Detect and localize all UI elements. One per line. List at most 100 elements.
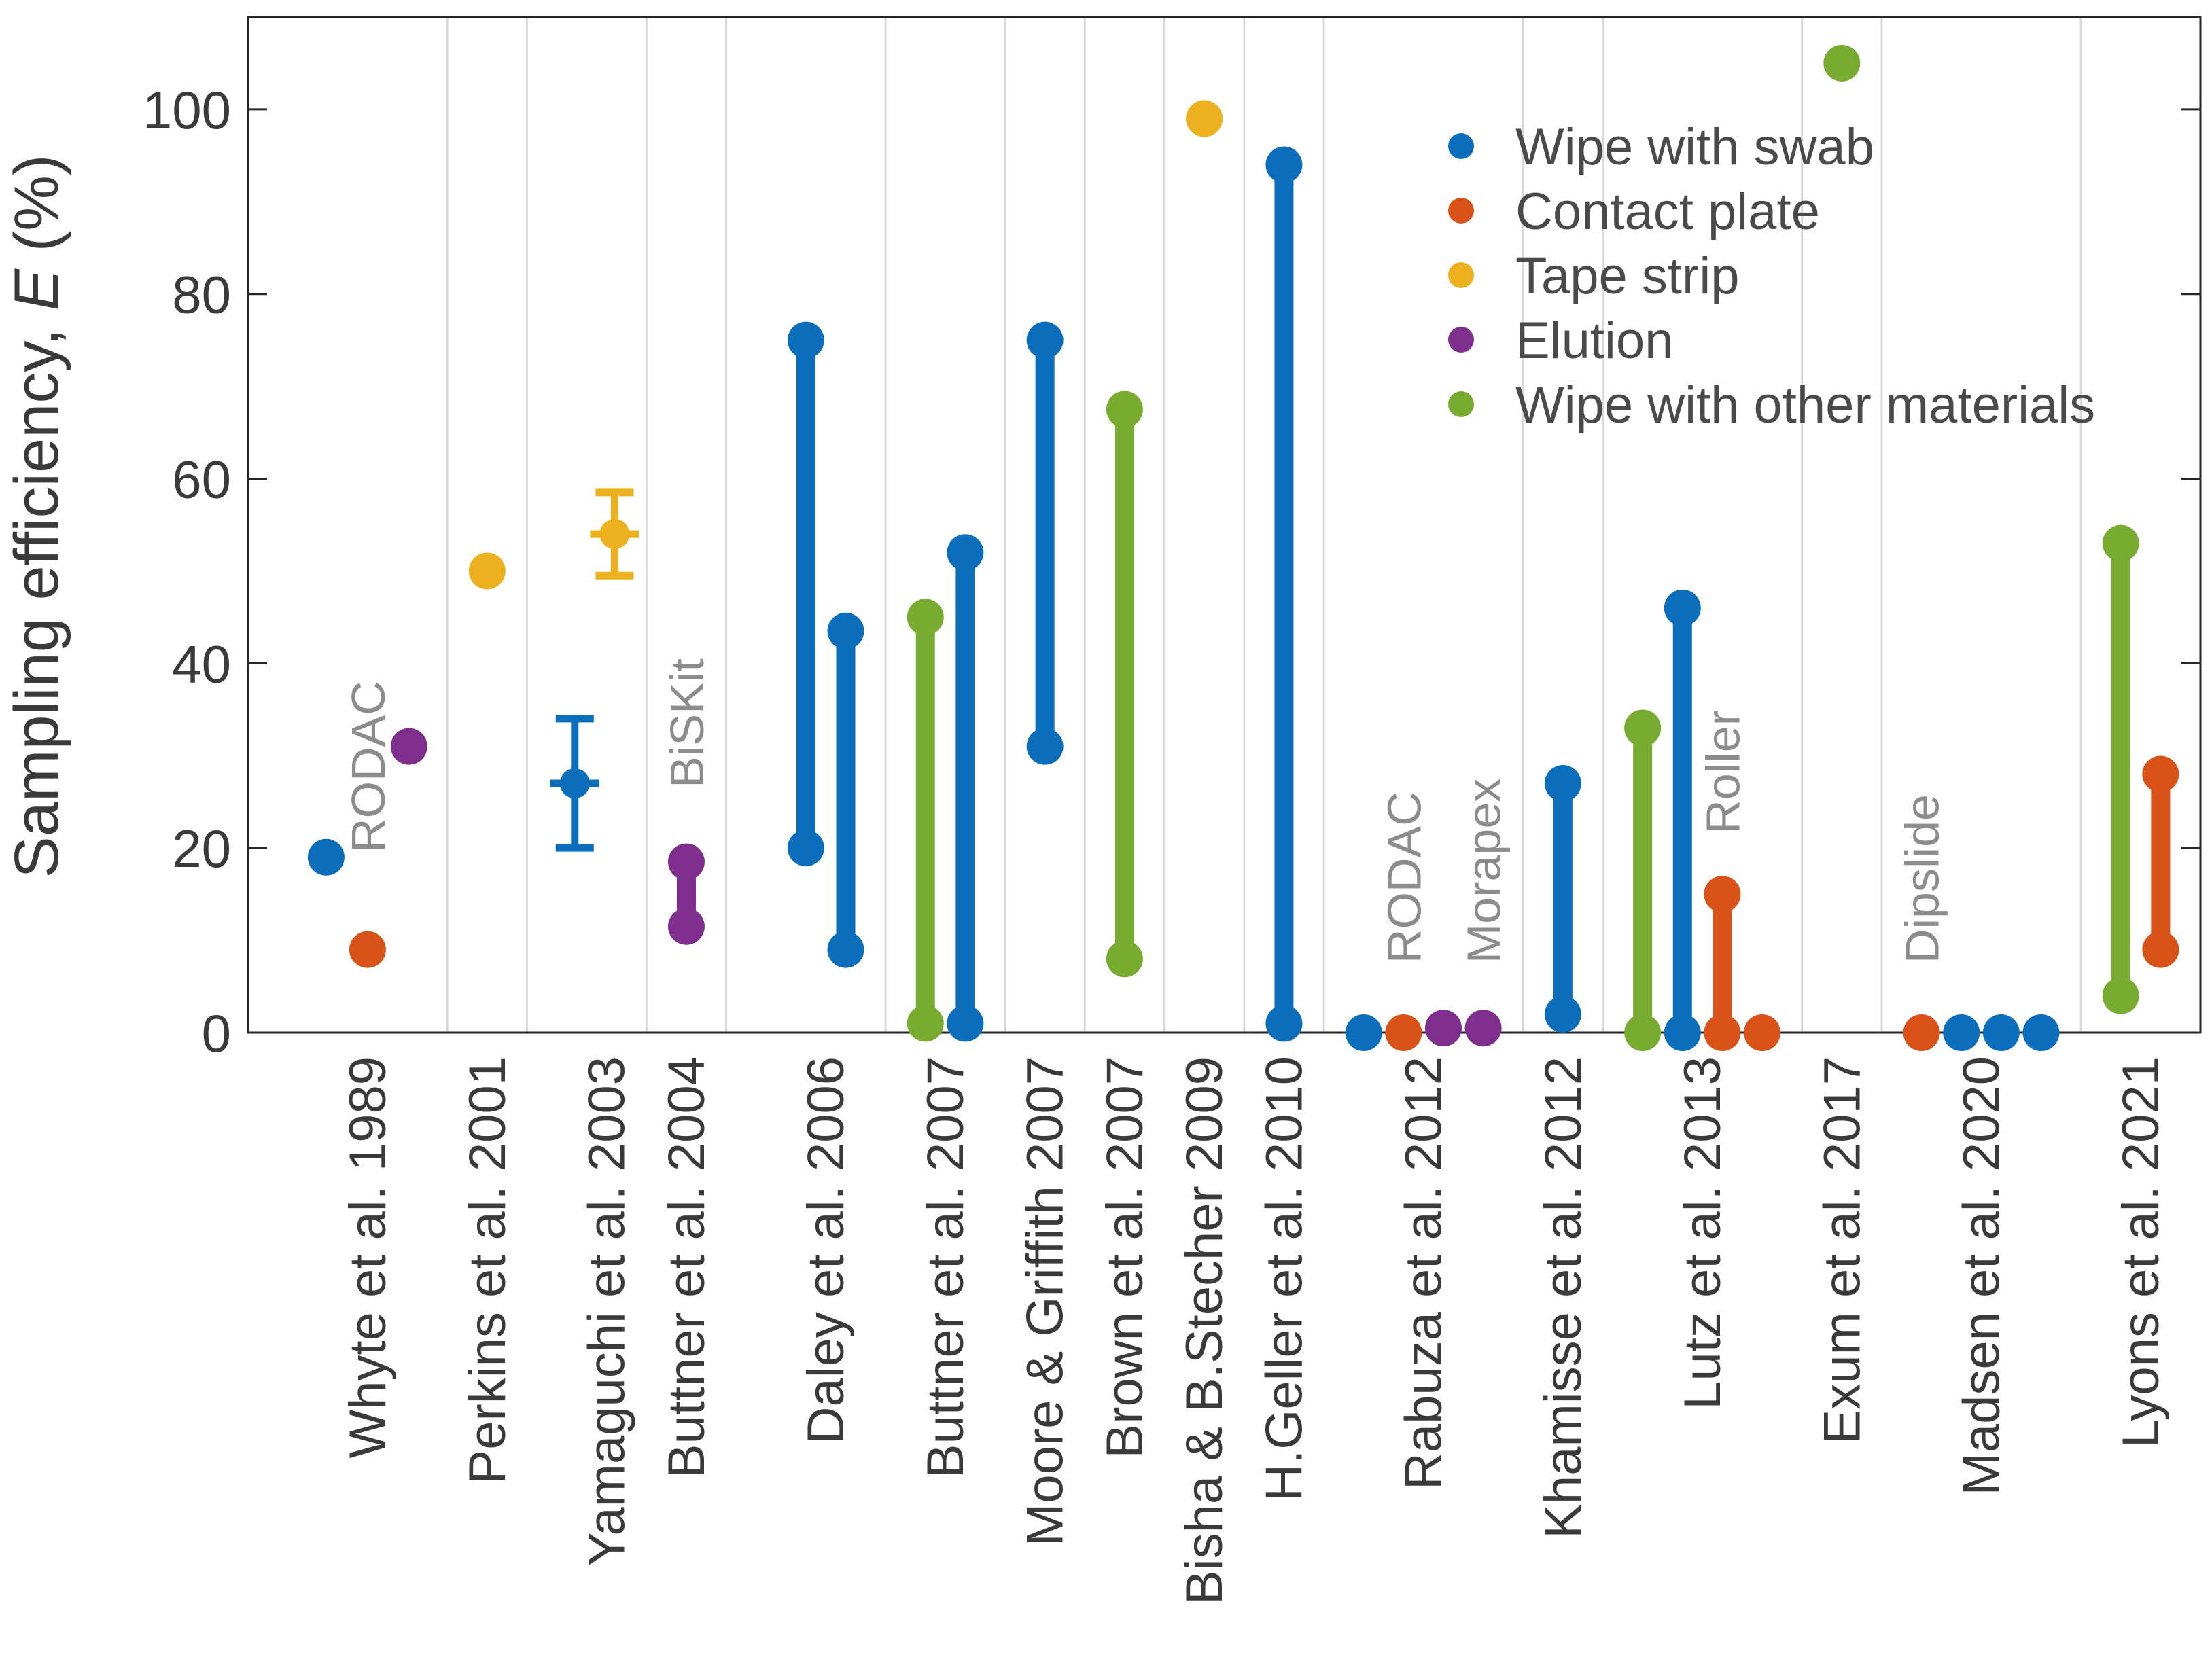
legend-marker	[1448, 262, 1474, 288]
series-contact	[349, 931, 386, 968]
data-point	[667, 843, 705, 880]
data-point	[947, 1005, 984, 1042]
data-point	[1424, 1010, 1462, 1047]
series-other	[1624, 709, 1662, 1051]
series-swab	[1943, 1014, 1980, 1051]
series-tape	[590, 488, 639, 580]
legend: Wipe with swab Contact plate Tape strip Elu…	[1448, 118, 2095, 434]
x-tick-label: Whyte et al. 1989	[339, 1056, 397, 1458]
series-swab	[550, 715, 599, 852]
x-tick-label: Moore & Griffith 2007	[1017, 1056, 1074, 1546]
series-other	[907, 599, 944, 1042]
data-point	[2022, 1014, 2060, 1051]
series-contact	[1903, 1014, 1940, 1051]
y-tick-label: 100	[143, 80, 231, 140]
data-point	[907, 599, 944, 636]
x-tick-label: Lyons et al. 2021	[2112, 1056, 2170, 1448]
x-tick-label: H.Geller et al. 2010	[1255, 1056, 1313, 1501]
series-swab	[307, 838, 345, 876]
series-elution	[390, 728, 427, 765]
y-ticks: 0 20 40 60 80 100	[143, 80, 2200, 1063]
data-point	[2102, 524, 2139, 562]
legend-marker	[1448, 391, 1474, 417]
x-tick-label: Khamisse et al. 2012	[1534, 1056, 1592, 1539]
x-tick-label: Bisha & B.Stecher 2009	[1176, 1056, 1233, 1605]
annotation-label: Morapex	[1458, 779, 1511, 963]
legend-label: Contact plate	[1515, 183, 1820, 240]
legend-marker	[1448, 198, 1474, 224]
y-tick-label: 0	[202, 1003, 231, 1063]
data-point	[1544, 765, 1581, 802]
series-swab	[787, 321, 824, 867]
data-point	[1744, 1014, 1781, 1051]
data-point	[1982, 1014, 2020, 1051]
data-point	[1704, 876, 1741, 913]
series-tape	[1186, 100, 1223, 137]
data-point	[667, 908, 705, 945]
data-point	[1664, 1014, 1701, 1051]
data-point	[1186, 100, 1223, 137]
data-point	[1265, 1005, 1303, 1042]
data-point	[1544, 995, 1581, 1033]
annotation-label: Roller	[1696, 710, 1749, 834]
axes	[247, 16, 2202, 1034]
annotation-label: RODAC	[342, 681, 395, 853]
data-point	[1903, 1014, 1940, 1051]
data-series	[307, 44, 2179, 1051]
plot-frame	[247, 16, 2202, 1034]
data-point	[2142, 755, 2179, 793]
data-point	[2102, 977, 2139, 1014]
legend-label: Wipe with swab	[1515, 118, 1874, 176]
data-point	[307, 838, 345, 876]
series-tape	[468, 552, 506, 590]
legend-marker	[1448, 327, 1474, 353]
data-point	[787, 830, 824, 867]
legend-marker	[1448, 133, 1474, 159]
data-point	[1026, 321, 1064, 359]
series-swab	[1026, 321, 1064, 765]
series-swab	[1265, 146, 1303, 1042]
x-tick-label: Buttner et al. 2004	[658, 1056, 716, 1478]
series-swab	[1982, 1014, 2020, 1051]
series-swab	[2022, 1014, 2060, 1051]
data-point	[1624, 1014, 1662, 1051]
x-tick-label: Madsen et al. 2020	[1953, 1056, 2011, 1495]
data-point	[349, 931, 386, 968]
series-swab	[1664, 589, 1701, 1051]
y-axis-label: Sampling efficiency, E (%)	[2, 154, 71, 878]
data-point	[468, 552, 506, 590]
series-contact	[1744, 1014, 1781, 1051]
data-point	[947, 534, 984, 571]
data-point	[1823, 44, 1861, 82]
series-contact	[1704, 876, 1741, 1051]
x-tick-label: Buttner et al. 2007	[917, 1056, 975, 1478]
y-tick-label: 60	[172, 450, 231, 510]
series-elution	[1424, 1010, 1462, 1047]
data-point	[907, 1005, 944, 1042]
annotations: RODAC BiSKit RODAC Morapex Roller Dipslide	[342, 658, 1949, 963]
data-point	[1664, 589, 1701, 626]
series-swab	[827, 612, 864, 968]
x-tick-label: Daley et al. 2006	[797, 1056, 855, 1444]
x-tick-label: Exum et al. 2017	[1813, 1056, 1871, 1444]
series-contact	[2142, 755, 2179, 968]
series-swab	[1345, 1014, 1382, 1051]
y-tick-label: 40	[172, 634, 231, 694]
data-point	[1026, 728, 1064, 765]
series-swab	[1544, 765, 1581, 1033]
data-point	[1345, 1014, 1382, 1051]
data-point	[1464, 1010, 1502, 1047]
x-tick-label: Perkins et al. 2001	[459, 1056, 516, 1484]
series-elution	[1464, 1010, 1502, 1047]
annotation-label: RODAC	[1377, 791, 1430, 963]
annotation-label: Dipslide	[1896, 794, 1949, 963]
legend-label: Elution	[1515, 312, 1673, 370]
x-tick-label: Lutz et al. 2013	[1674, 1056, 1732, 1410]
data-point	[2142, 931, 2179, 968]
series-other	[2102, 524, 2139, 1014]
legend-label: Tape strip	[1515, 247, 1740, 305]
data-point	[1265, 146, 1303, 183]
data-point	[787, 321, 824, 359]
data-point	[1106, 940, 1143, 978]
